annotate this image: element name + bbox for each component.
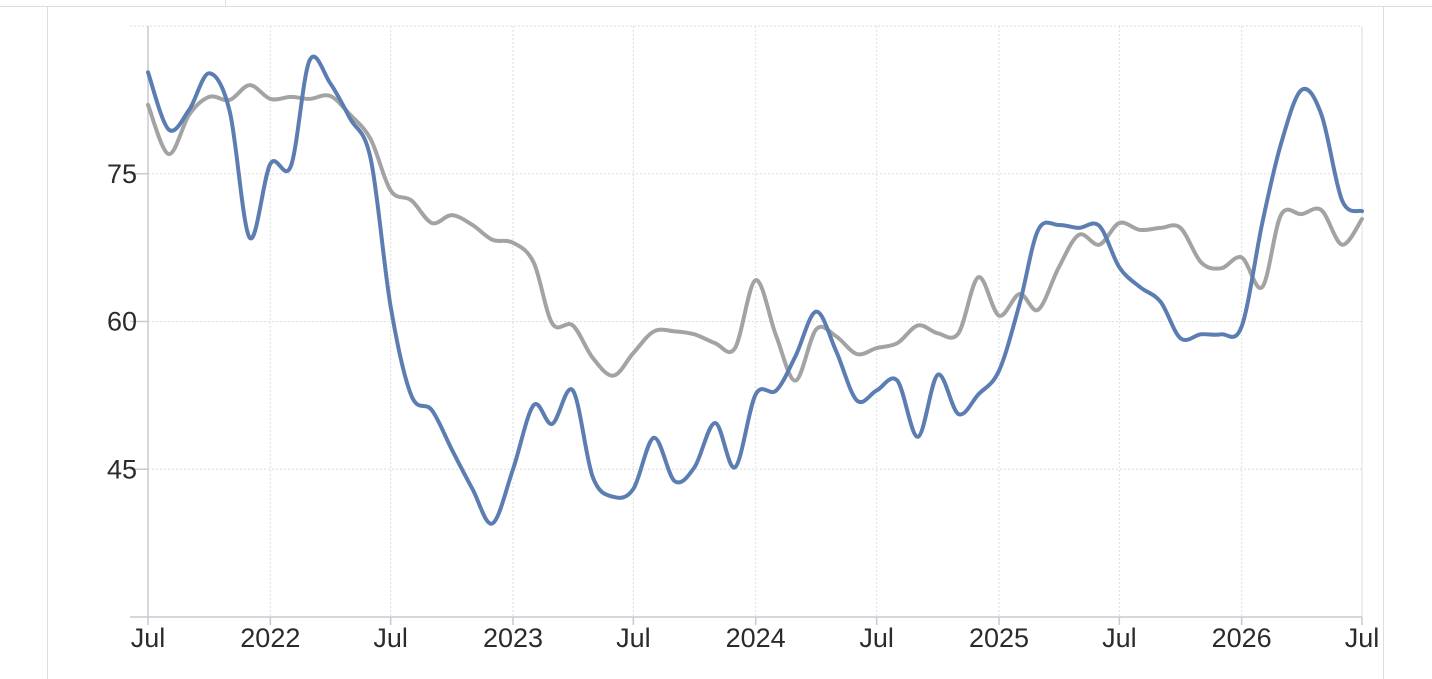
- x-tick-label: 2023: [483, 623, 543, 653]
- y-tick-label: 75: [107, 159, 137, 189]
- panel-left-border: [47, 6, 48, 679]
- tab-divider: [225, 0, 226, 6]
- axis-layer: [130, 26, 1363, 625]
- x-tick-label: Jul: [616, 623, 651, 653]
- x-tick-label: Jul: [373, 623, 408, 653]
- x-tick-label: 2026: [1212, 623, 1272, 653]
- x-tick-label: 2025: [969, 623, 1029, 653]
- series-layer: [146, 54, 1364, 526]
- y-tick-label: 45: [107, 454, 137, 484]
- x-tick-label: Jul: [131, 623, 166, 653]
- grid-layer: [130, 25, 1363, 617]
- x-tick-label: Jul: [1345, 623, 1380, 653]
- x-tick-label: 2024: [726, 623, 786, 653]
- series-line-blue: [146, 54, 1364, 526]
- x-tick-label: Jul: [1102, 623, 1137, 653]
- y-tick-label: 60: [107, 307, 137, 337]
- x-tick-label: Jul: [859, 623, 894, 653]
- top-tab-bar: [0, 0, 1432, 7]
- panel-right-border: [1383, 6, 1384, 679]
- x-tick-label: 2022: [240, 623, 300, 653]
- tick-label-layer: 45 60 75 Jul 2022 Jul 2023 Jul 2024 Jul 2025 Jul 202…: [107, 159, 1379, 653]
